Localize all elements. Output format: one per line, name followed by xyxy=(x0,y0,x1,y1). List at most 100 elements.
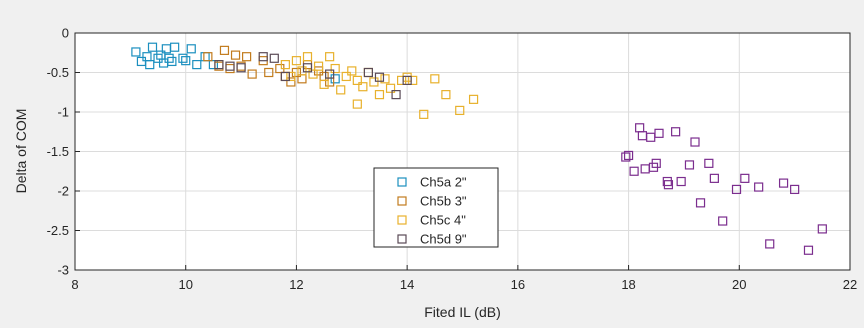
data-point xyxy=(347,66,357,76)
data-point xyxy=(803,245,814,255)
data-point xyxy=(247,69,257,79)
legend-label: Ch5d 9" xyxy=(420,232,467,247)
data-point xyxy=(790,184,800,195)
data-point xyxy=(671,127,681,137)
x-tick-label: 12 xyxy=(289,277,303,292)
data-point xyxy=(242,52,252,62)
x-tick-label: 14 xyxy=(400,277,414,292)
data-point xyxy=(709,173,719,183)
data-point xyxy=(313,61,324,71)
data-point xyxy=(170,42,180,52)
x-tick-label: 22 xyxy=(843,277,857,292)
legend-marker xyxy=(397,196,407,206)
data-point xyxy=(164,53,174,63)
data-point xyxy=(145,59,155,70)
data-point xyxy=(153,53,163,63)
data-point xyxy=(280,71,290,82)
data-point xyxy=(695,198,706,208)
data-point xyxy=(178,53,188,63)
legend-label: Ch5a 2" xyxy=(420,175,467,190)
data-point xyxy=(778,178,789,188)
data-point xyxy=(662,176,672,187)
data-point xyxy=(455,105,465,116)
legend-marker xyxy=(397,215,407,225)
data-point xyxy=(302,52,313,62)
data-point xyxy=(147,42,158,52)
legend-label: Ch5c 4" xyxy=(420,213,466,228)
data-point xyxy=(731,184,742,195)
data-point xyxy=(754,182,764,192)
data-markers xyxy=(131,42,827,255)
data-point xyxy=(258,52,268,62)
data-point xyxy=(408,75,418,86)
data-point xyxy=(325,52,335,62)
data-point xyxy=(765,239,775,249)
legend-box xyxy=(373,167,499,248)
data-point xyxy=(385,83,396,93)
data-point xyxy=(363,67,373,78)
data-point xyxy=(358,82,368,92)
legend: Ch5a 2" Ch5b 3" Ch5c 4" Ch5d 9" xyxy=(373,167,499,248)
data-point xyxy=(181,56,191,66)
data-point xyxy=(280,59,290,70)
data-point xyxy=(330,74,340,84)
y-tick-label: -0.5 xyxy=(47,65,69,80)
x-tick-label: 18 xyxy=(621,277,635,292)
data-point xyxy=(264,67,274,78)
data-point xyxy=(297,66,307,76)
data-point xyxy=(236,63,246,73)
legend-label: Ch5b 3" xyxy=(420,194,467,209)
data-point xyxy=(269,53,279,63)
y-tick-label: -2 xyxy=(57,184,69,199)
y-axis: 0 -0.5 -1 -1.5 -2 -2.5 -3 xyxy=(47,26,80,278)
series-5 xyxy=(621,123,827,255)
y-tick-label: -1.5 xyxy=(47,144,69,159)
y-tick-label: -1 xyxy=(57,105,69,120)
data-point xyxy=(352,75,362,86)
x-tick-label: 16 xyxy=(511,277,525,292)
data-point xyxy=(336,85,346,95)
data-point xyxy=(374,72,385,82)
legend-marker xyxy=(397,234,407,244)
data-point xyxy=(663,180,674,190)
data-point xyxy=(291,56,302,66)
data-point xyxy=(718,216,728,226)
data-point xyxy=(308,69,318,79)
data-point xyxy=(397,75,407,86)
data-point xyxy=(325,69,335,79)
data-point xyxy=(430,74,440,84)
y-tick-label: -2.5 xyxy=(47,223,69,238)
data-point xyxy=(352,99,362,109)
data-point xyxy=(651,158,661,168)
data-point xyxy=(690,137,700,147)
data-point xyxy=(214,59,224,70)
series-4 xyxy=(214,52,412,100)
legend-marker xyxy=(397,177,407,187)
data-point xyxy=(208,59,218,70)
data-point xyxy=(286,71,296,82)
data-point xyxy=(319,79,329,89)
data-point xyxy=(402,75,412,86)
data-point xyxy=(629,166,639,176)
data-point xyxy=(203,52,213,62)
data-point xyxy=(313,66,324,76)
data-point xyxy=(131,47,141,57)
data-point xyxy=(740,173,750,183)
data-point xyxy=(369,77,379,87)
data-point xyxy=(654,128,664,138)
y-axis-label: Delta of COM xyxy=(13,109,29,194)
data-point xyxy=(286,77,296,87)
data-point xyxy=(621,152,631,162)
data-point xyxy=(230,50,241,60)
data-point xyxy=(419,109,429,119)
x-tick-label: 10 xyxy=(178,277,192,292)
series-1 xyxy=(131,42,340,84)
data-point xyxy=(817,224,827,234)
data-point xyxy=(684,160,695,170)
data-point xyxy=(225,61,235,71)
data-point xyxy=(441,90,451,100)
x-axis: 8 10 12 14 16 18 20 22 xyxy=(71,265,857,292)
x-tick-label: 8 xyxy=(71,277,78,292)
data-point xyxy=(374,90,385,100)
